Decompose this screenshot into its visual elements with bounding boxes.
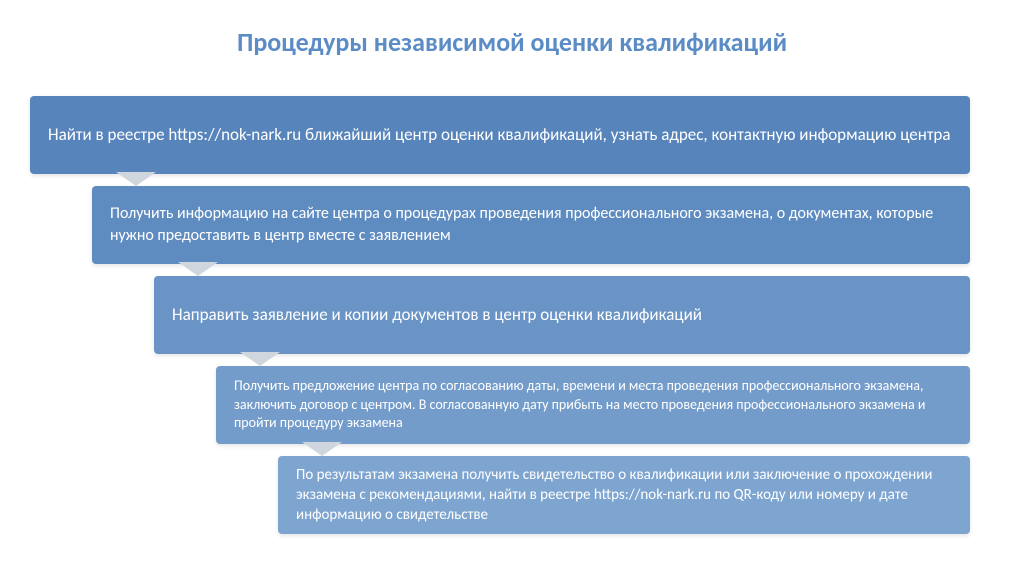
step-box-3: Направить заявление и копии документов в… bbox=[154, 276, 970, 354]
page-title: Процедуры независимой оценки квалификаци… bbox=[0, 0, 1024, 88]
step-text: Направить заявление и копии документов в… bbox=[172, 304, 702, 327]
title-text: Процедуры независимой оценки квалификаци… bbox=[237, 26, 787, 58]
steps-container: Найти в реестре https://nok-nark.ru ближ… bbox=[0, 96, 1024, 574]
step-text: Получить информацию на сайте центра о пр… bbox=[110, 203, 952, 246]
step-box-1: Найти в реестре https://nok-nark.ru ближ… bbox=[30, 96, 970, 174]
step-box-4: Получить предложение центра по согласова… bbox=[216, 366, 970, 444]
step-text: Получить предложение центра по согласова… bbox=[234, 377, 952, 434]
step-text: По результатам экзамена получить свидете… bbox=[296, 465, 952, 526]
step-text: Найти в реестре https://nok-nark.ru ближ… bbox=[48, 124, 951, 147]
step-box-2: Получить информацию на сайте центра о пр… bbox=[92, 186, 970, 264]
step-box-5: По результатам экзамена получить свидете… bbox=[278, 456, 970, 534]
